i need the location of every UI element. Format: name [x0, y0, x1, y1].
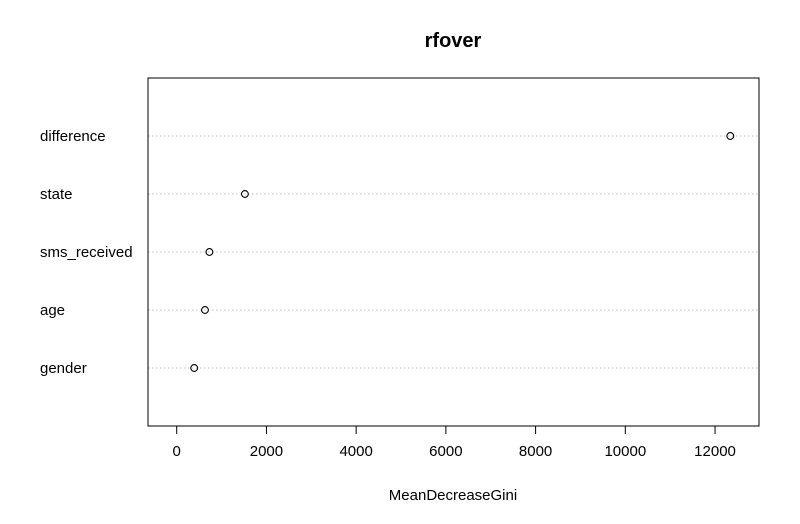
point-state	[240, 190, 249, 198]
category-label-age: age	[40, 302, 65, 319]
point-difference	[726, 132, 735, 140]
point-gender	[190, 364, 199, 372]
category-label-state: state	[40, 186, 73, 203]
x-tick-label-2000: 2000	[250, 443, 283, 460]
x-tick-label-0: 0	[173, 443, 181, 460]
category-label-difference: difference	[40, 128, 106, 145]
x-tick-label-10000: 10000	[604, 443, 646, 460]
category-label-gender: gender	[40, 360, 87, 377]
x-tick-label-8000: 8000	[519, 443, 552, 460]
x-tick-label-6000: 6000	[429, 443, 462, 460]
point-age	[201, 306, 209, 314]
data-points	[190, 132, 735, 372]
chart-title: rfover	[425, 30, 482, 52]
gridlines	[148, 135, 759, 369]
x-tick-label-12000: 12000	[694, 443, 736, 460]
category-label-sms_received: sms_received	[40, 244, 133, 261]
point-sms_received	[205, 248, 214, 256]
x-tick-label-4000: 4000	[339, 443, 372, 460]
x-axis-label: MeanDecreaseGini	[389, 487, 517, 504]
x-axis: 0 2000 4000 6000 8000 10000 12000	[173, 425, 736, 460]
